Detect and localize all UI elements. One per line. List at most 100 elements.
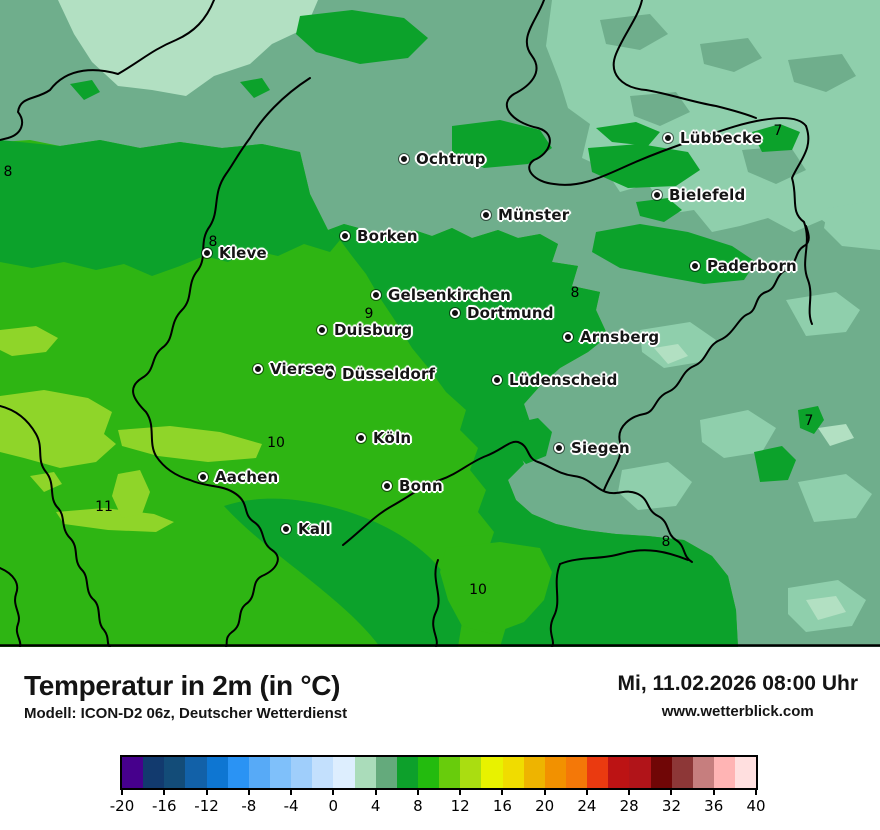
legend-color-segment	[565, 757, 588, 788]
terrain-darkgreen-patch	[754, 446, 796, 482]
legend-tick-label: 20	[535, 797, 555, 815]
city-dot-icon	[492, 375, 502, 385]
city-label: Arnsberg	[580, 328, 660, 346]
terrain-mint-patch	[824, 202, 880, 250]
city-dot-icon	[563, 332, 573, 342]
legend-tick-label: -4	[283, 797, 299, 815]
legend-tick-label: 0	[328, 797, 339, 815]
legend-tick-label: 24	[577, 797, 597, 815]
city-label: Lübbecke	[680, 129, 763, 147]
city-label: Siegen	[571, 439, 630, 457]
legend-tick-label: -16	[152, 797, 177, 815]
temperature-value-label: 7	[773, 123, 783, 139]
terrain-darkgreen-west	[0, 140, 340, 276]
city-label: Paderborn	[707, 257, 797, 275]
city-dot-icon	[202, 248, 212, 258]
city-marker: Paderborn	[690, 257, 797, 275]
city-marker: Gelsenkirchen	[371, 286, 511, 304]
city-marker: Lübbecke	[663, 129, 762, 147]
terrain-darkgreen-southwest	[224, 498, 462, 647]
legend-color-segment	[164, 757, 186, 788]
legend-color-segment	[375, 757, 397, 788]
state-border-line	[549, 563, 561, 647]
city-marker: Kleve	[202, 244, 267, 262]
city-label: Ochtrup	[416, 150, 486, 168]
city-marker: Kall	[281, 520, 331, 538]
temperature-value-label: 11	[95, 499, 113, 515]
city-dot-icon	[198, 472, 208, 482]
legend-color-segment	[523, 757, 545, 788]
city-marker: Dortmund	[450, 304, 554, 322]
city-marker: Siegen	[554, 439, 630, 457]
legend-tick-label: 36	[704, 797, 724, 815]
legend-tick-label: 32	[661, 797, 681, 815]
city-label: Borken	[357, 227, 418, 245]
temperature-value-label: 8	[208, 234, 218, 250]
city-marker: Köln	[356, 429, 411, 447]
legend-tick	[332, 790, 335, 795]
legend-tick-label: -12	[194, 797, 219, 815]
legend-color-segment	[248, 757, 270, 788]
terrain-sage-patch	[600, 14, 668, 50]
legend-color-segment	[481, 757, 503, 788]
legend-tick	[543, 790, 546, 795]
terrain-mint-patch	[700, 410, 776, 458]
legend-color-segment	[460, 757, 482, 788]
terrain-darkgreen-patch	[798, 406, 824, 434]
legend-tick	[205, 790, 208, 795]
legend-color-segment	[227, 757, 249, 788]
legend-tick	[290, 790, 293, 795]
city-dot-icon	[652, 190, 662, 200]
terrain-darkgreen-patch	[70, 80, 100, 100]
city-dot-icon	[690, 261, 700, 271]
legend-color-segment	[143, 757, 165, 788]
state-border-line	[505, 0, 807, 186]
city-dot-icon	[554, 443, 564, 453]
state-border-line	[0, 405, 111, 647]
legend-colorbar	[120, 755, 758, 790]
city-marker: Düsseldorf	[325, 365, 435, 383]
terrain-mint-patch	[618, 462, 692, 510]
city-label: Dortmund	[467, 304, 554, 322]
temperature-map: Ochtrup Lübbecke Bielefeld Münster Borken Kle…	[0, 0, 880, 647]
state-border-line	[342, 440, 693, 563]
city-label: Viersen	[270, 360, 336, 378]
terrain-sage-patch	[700, 38, 762, 72]
legend-tick-label: 12	[450, 797, 470, 815]
city-label: Aachen	[215, 468, 279, 486]
state-border-line	[791, 125, 813, 325]
terrain-sage-patch	[788, 54, 856, 92]
forecast-datetime: Mi, 11.02.2026 08:00 Uhr	[617, 672, 859, 695]
terrain-mint-patch	[786, 292, 860, 336]
city-label: Kall	[298, 520, 331, 538]
terrain-palemint-patch	[806, 596, 846, 620]
legend-tick	[501, 790, 504, 795]
city-dot-icon	[325, 369, 335, 379]
city-dot-icon	[399, 154, 409, 164]
terrain-darkgreen-patch	[296, 10, 428, 64]
legend-tick	[374, 790, 377, 795]
city-dot-icon	[317, 325, 327, 335]
city-dot-icon	[663, 133, 673, 143]
model-info: Modell: ICON-D2 06z, Deutscher Wetterdie…	[24, 705, 348, 722]
website-text: www.wetterblick.com	[661, 703, 814, 720]
terrain-darkgreen-patch	[510, 418, 552, 464]
city-marker: Duisburg	[317, 321, 412, 339]
legend-color-segment	[692, 757, 714, 788]
city-marker: Viersen	[253, 360, 335, 378]
temperature-value-label: 8	[661, 534, 671, 550]
city-label: Münster	[498, 206, 570, 224]
legend-color-segment	[671, 757, 693, 788]
terrain-darkgreen-patch	[588, 144, 700, 188]
legend-color-segment	[417, 757, 440, 788]
terrain-chartreuse-patch	[0, 326, 58, 356]
city-label: Düsseldorf	[342, 365, 436, 383]
legend-color-segment	[544, 757, 566, 788]
terrain-mint-patch	[798, 474, 872, 522]
state-border-line	[0, 0, 215, 141]
legend-color-segment	[629, 757, 651, 788]
terrain-palemint-patch	[654, 344, 688, 364]
footer-right-column: Mi, 11.02.2026 08:00 Uhr www.wetterblick…	[618, 672, 859, 720]
city-dot-icon	[382, 481, 392, 491]
